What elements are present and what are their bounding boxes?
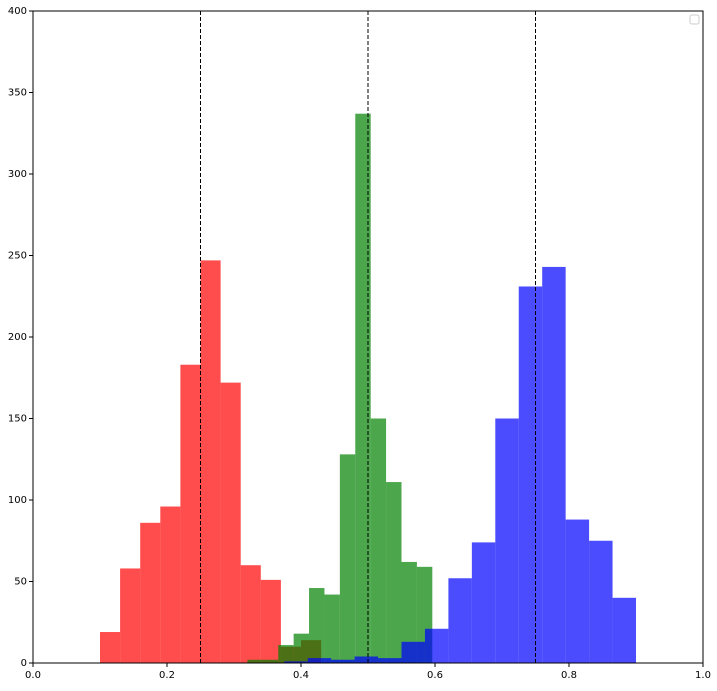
histogram-bar — [278, 645, 294, 663]
histogram-bar — [200, 260, 221, 663]
histogram-bar — [589, 540, 613, 663]
histogram-bar — [262, 659, 279, 663]
y-tick-label: 50 — [14, 577, 27, 588]
histogram-bar — [471, 542, 496, 663]
histogram-bar — [220, 382, 241, 663]
histogram-bar — [386, 482, 402, 663]
histogram-bar — [120, 568, 141, 663]
histogram-bar — [293, 633, 310, 663]
histogram-bar — [260, 579, 281, 663]
histogram-bar — [331, 659, 355, 663]
histogram-bar — [565, 519, 590, 663]
histogram-bar — [284, 661, 308, 663]
y-tick-label: 300 — [8, 169, 27, 180]
y-tick-label: 150 — [8, 414, 27, 425]
legend — [689, 14, 700, 25]
x-tick-label: 1.0 — [695, 670, 711, 681]
x-tick-label: 0.6 — [427, 670, 443, 681]
y-tick-label: 100 — [8, 495, 27, 506]
y-tick-label: 400 — [8, 6, 27, 17]
y-tick-label: 250 — [8, 251, 27, 262]
x-tick-label: 0.8 — [561, 670, 577, 681]
histogram-bar — [378, 658, 402, 663]
histogram-bar — [247, 659, 263, 663]
y-tick-label: 350 — [8, 88, 27, 99]
histogram-bar — [307, 658, 332, 663]
histogram-bar — [401, 641, 425, 663]
histogram-bar — [518, 286, 543, 663]
histogram-bar — [401, 561, 417, 663]
x-tick-label: 0.2 — [159, 670, 175, 681]
y-tick-label: 0 — [21, 658, 27, 669]
histogram-bar — [100, 632, 121, 663]
histogram-bar — [370, 418, 387, 663]
histogram-bar — [180, 364, 201, 663]
histogram-bar — [140, 522, 161, 663]
histogram-bar — [495, 418, 519, 663]
histogram-bar — [309, 588, 325, 663]
histogram-bar — [355, 113, 371, 663]
x-tick-label: 0.4 — [293, 670, 309, 681]
y-tick-label: 200 — [8, 332, 27, 343]
histogram-bar — [448, 578, 472, 663]
histogram-bar — [339, 454, 356, 663]
histogram-bar — [354, 656, 379, 663]
x-tick-label: 0.0 — [25, 670, 41, 681]
histogram-bar — [424, 628, 449, 663]
histogram-bar — [240, 565, 261, 663]
histogram-bar — [542, 266, 566, 663]
histogram-bar — [160, 506, 181, 663]
histogram-bar — [324, 594, 340, 663]
histogram-bar — [612, 597, 636, 663]
